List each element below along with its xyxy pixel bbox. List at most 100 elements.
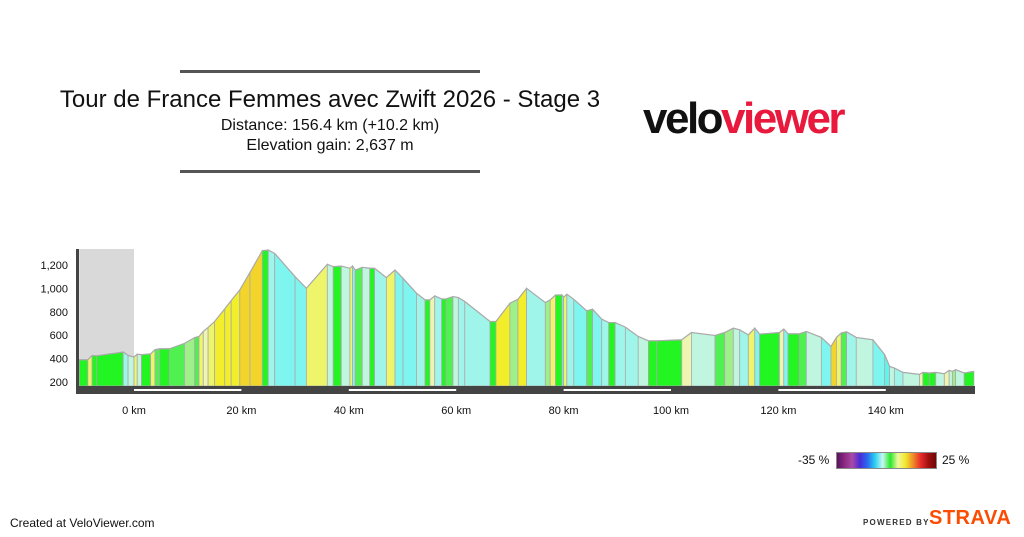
profile-segment xyxy=(495,302,511,387)
profile-segment xyxy=(656,339,683,387)
profile-segment xyxy=(526,287,546,387)
profile-segment xyxy=(489,321,497,387)
profile-segment xyxy=(305,263,328,387)
profile-segment xyxy=(732,327,741,387)
profile-segment xyxy=(194,335,200,387)
y-tick-label: 1,200 xyxy=(40,260,68,272)
profile-segment xyxy=(805,330,822,387)
profile-segment xyxy=(935,371,945,387)
y-tick-label: 400 xyxy=(50,354,68,366)
elevation-profile-chart: 200 400 600 800 1,000 1,200 0 km 20 km 40 km 60 k… xyxy=(40,249,975,417)
profile-segment xyxy=(798,330,807,387)
veloviewer-logo: veloviewer xyxy=(643,94,846,144)
x-tick-label: 60 km xyxy=(441,405,471,417)
profile-segment xyxy=(840,331,847,387)
profile-segment xyxy=(445,296,454,387)
x-axis-bar xyxy=(76,386,975,394)
x-tick-label: 100 km xyxy=(653,405,689,417)
profile-segment xyxy=(922,371,930,387)
y-tick-label: 1,000 xyxy=(40,283,68,295)
profile-segment xyxy=(294,275,307,387)
profile-segment xyxy=(648,340,657,387)
profile-segment xyxy=(563,293,568,387)
profile-segment xyxy=(136,353,142,387)
profile-segment xyxy=(434,295,443,387)
profile-segment xyxy=(592,308,603,387)
x-tick-label: 40 km xyxy=(334,405,364,417)
profile-segment xyxy=(133,353,138,387)
profile-segment xyxy=(457,296,466,387)
gradient-legend-bar xyxy=(836,452,937,469)
y-tick-label: 600 xyxy=(50,330,68,342)
profile-segment xyxy=(889,365,895,387)
profile-segment xyxy=(96,351,124,387)
profile-segment xyxy=(429,295,436,387)
profile-segment xyxy=(441,298,447,387)
profile-segment xyxy=(846,331,857,387)
profile-segment xyxy=(608,322,616,387)
title-rule-top xyxy=(180,70,480,73)
profile-segment xyxy=(948,369,953,387)
y-axis-line xyxy=(76,249,79,394)
x-axis-scale-segment xyxy=(563,389,671,391)
profile-segment xyxy=(184,336,196,387)
created-at-text: Created at VeloViewer.com xyxy=(10,516,155,530)
profile-segment xyxy=(402,277,417,387)
profile-segment xyxy=(369,267,375,387)
profile-segment xyxy=(127,354,135,387)
profile-segment xyxy=(87,354,93,387)
profile-segment xyxy=(141,353,152,387)
profile-segment xyxy=(714,331,726,387)
profile-segment xyxy=(928,371,937,387)
profile-segment xyxy=(374,267,387,387)
profile-segment xyxy=(239,270,251,387)
profile-segment xyxy=(424,299,431,387)
profile-segment xyxy=(517,287,527,387)
profile-segment xyxy=(614,321,626,387)
profile-segment xyxy=(352,264,356,387)
profile-segment xyxy=(601,318,610,387)
profile-segment xyxy=(354,266,363,387)
profile-segment xyxy=(754,327,761,387)
profile-segment xyxy=(835,332,842,387)
profile-segment xyxy=(267,249,276,387)
logo-viewer: viewer xyxy=(721,94,845,143)
profile-segment xyxy=(202,326,209,387)
profile-segment xyxy=(394,269,404,387)
x-tick-label: 0 km xyxy=(122,405,146,417)
x-tick-label: 20 km xyxy=(226,405,256,417)
profile-segment xyxy=(361,266,371,387)
profile-segment xyxy=(783,328,789,387)
profile-segment xyxy=(691,332,716,387)
x-axis-scale-segment xyxy=(348,389,457,391)
profile-segment xyxy=(624,326,639,387)
profile-segment xyxy=(573,298,588,387)
powered-by-text: POWERED BY xyxy=(863,518,930,527)
profile-segment xyxy=(963,370,975,387)
profile-segment xyxy=(787,333,800,387)
profile-segment xyxy=(261,249,269,387)
profile-segment xyxy=(207,320,215,387)
logo-velo: velo xyxy=(643,94,724,143)
legend-max-label: 25 % xyxy=(942,453,970,467)
profile-segment xyxy=(230,288,241,387)
profile-segment xyxy=(150,348,156,387)
profile-segment xyxy=(951,369,957,387)
x-tick-label: 140 km xyxy=(868,405,904,417)
profile-segment xyxy=(452,296,459,387)
profile-segment xyxy=(855,336,874,387)
x-tick-label: 120 km xyxy=(760,405,796,417)
y-tick-label: 200 xyxy=(50,377,68,389)
x-axis-scale-segment xyxy=(778,389,886,391)
profile-segment xyxy=(549,294,556,387)
profile-segment xyxy=(544,299,551,387)
profile-segment xyxy=(249,249,263,387)
profile-segment xyxy=(759,332,780,387)
profile-segment xyxy=(154,348,161,387)
x-axis-scale-segment xyxy=(134,389,242,391)
profile-segment xyxy=(566,293,575,387)
legend-min-label: -35 % xyxy=(798,453,830,467)
profile-segment xyxy=(555,294,563,387)
x-tick-label: 80 km xyxy=(549,405,579,417)
profile-segment xyxy=(586,308,593,387)
